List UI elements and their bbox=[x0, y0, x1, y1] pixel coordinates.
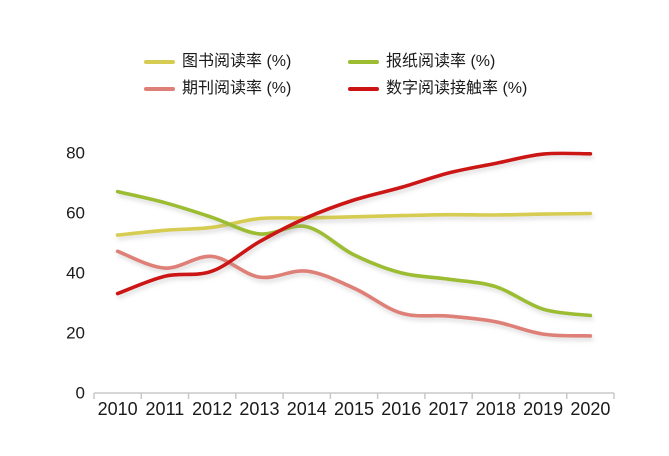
x-axis-tick-label: 2013 bbox=[239, 399, 279, 419]
legend-label-digital: 数字阅读接触率 (%) bbox=[386, 80, 528, 97]
series-line-3 bbox=[115, 151, 593, 296]
y-axis-tick-label: 80 bbox=[66, 144, 85, 163]
series-line-0 bbox=[115, 211, 593, 237]
legend-item-digital-reading-rate: 数字阅读接触率 (%) bbox=[348, 80, 527, 98]
legend-swatch-periodical bbox=[144, 87, 175, 91]
series-layer bbox=[115, 151, 593, 338]
x-axis-tick-label: 2020 bbox=[570, 399, 610, 419]
legend-item-periodical-reading-rate: 期刊阅读率 (%) bbox=[144, 80, 291, 98]
y-axis-tick-label: 0 bbox=[76, 384, 85, 403]
y-axis-tick-label: 20 bbox=[66, 324, 85, 343]
legend-label-newspaper: 报纸阅读率 (%) bbox=[386, 53, 496, 70]
legend-item-book-reading-rate: 图书阅读率 (%) bbox=[144, 53, 291, 71]
y-axis-tick-label: 60 bbox=[66, 204, 85, 223]
legend-label-book: 图书阅读率 (%) bbox=[182, 53, 292, 70]
legend-swatch-book bbox=[144, 60, 175, 64]
x-axis-tick-label: 2010 bbox=[98, 399, 138, 419]
series-line-2 bbox=[115, 249, 593, 338]
axis-layer: 0 20 40 60 80 2010 2011 2012 2013 2014 2015 2016 201… bbox=[66, 144, 615, 419]
x-axis-tick-label: 2014 bbox=[287, 399, 327, 419]
y-axis-tick-label: 40 bbox=[66, 264, 85, 283]
legend-item-newspaper-reading-rate: 报纸阅读率 (%) bbox=[348, 53, 495, 71]
series-line-1 bbox=[115, 189, 593, 318]
x-axis-tick-label: 2012 bbox=[192, 399, 232, 419]
legend-swatch-newspaper bbox=[348, 60, 379, 64]
x-axis-tick-label: 2019 bbox=[523, 399, 563, 419]
x-axis-tick-label: 2018 bbox=[476, 399, 516, 419]
x-axis-tick-label: 2011 bbox=[146, 399, 185, 419]
x-axis-tick-label: 2017 bbox=[429, 399, 469, 419]
x-axis-tick-label: 2016 bbox=[381, 399, 421, 419]
x-axis-tick-label: 2015 bbox=[334, 399, 374, 419]
legend-label-periodical: 期刊阅读率 (%) bbox=[182, 80, 292, 97]
legend-swatch-digital bbox=[348, 87, 379, 91]
